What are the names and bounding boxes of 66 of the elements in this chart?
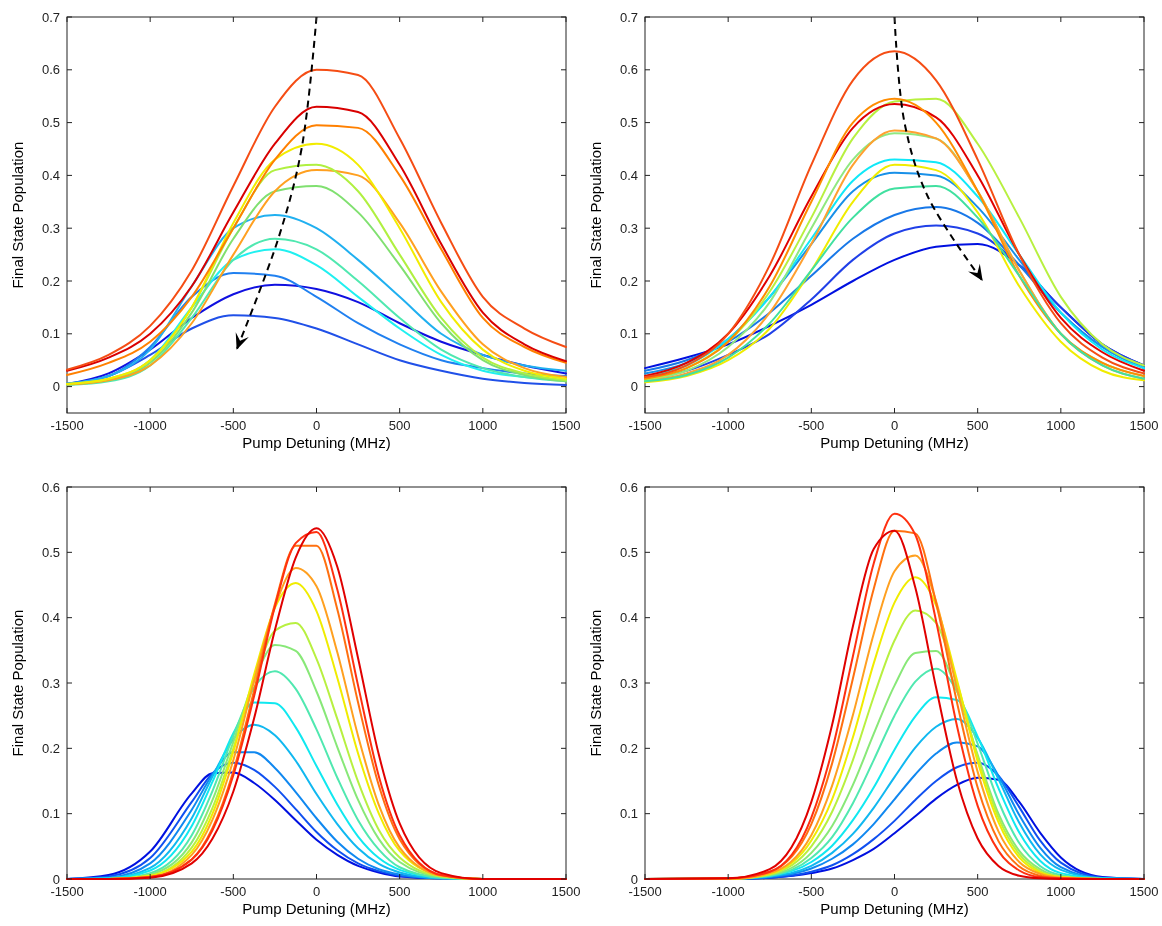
y-tick-label: 0.6 bbox=[41, 479, 60, 495]
y-tick-label: 0 bbox=[630, 871, 638, 887]
y-axis-title: Final State Population bbox=[587, 141, 604, 289]
x-axis-title: Pump Detuning (MHz) bbox=[242, 434, 391, 451]
y-tick-label: 0.3 bbox=[41, 675, 60, 691]
y-tick-label: 0.1 bbox=[619, 326, 638, 342]
y-tick-label: 0.7 bbox=[41, 9, 60, 25]
x-tick-label: -500 bbox=[798, 884, 825, 899]
x-tick-label: -1500 bbox=[50, 418, 84, 433]
x-tick-label: 500 bbox=[388, 418, 411, 433]
y-tick-label: 0.2 bbox=[619, 273, 638, 289]
x-tick-label: 500 bbox=[966, 884, 989, 899]
y-tick-label: 0.5 bbox=[619, 115, 638, 131]
x-tick-label: 1000 bbox=[1046, 884, 1076, 899]
y-tick-label: 0.7 bbox=[619, 9, 638, 25]
y-tick-label: 0.2 bbox=[41, 740, 60, 756]
y-tick-label: 0 bbox=[52, 871, 60, 887]
y-axis-title: Final State Population bbox=[9, 141, 26, 289]
x-tick-label: -1000 bbox=[711, 884, 745, 899]
x-tick-label: 1500 bbox=[1129, 884, 1159, 899]
y-tick-label: 0.1 bbox=[619, 806, 638, 822]
y-tick-label: 0.3 bbox=[41, 220, 60, 236]
y-axis-title: Final State Population bbox=[587, 609, 604, 757]
x-tick-label: 0 bbox=[890, 418, 899, 433]
x-tick-label: -1000 bbox=[133, 884, 167, 899]
y-tick-label: 0.6 bbox=[619, 62, 638, 78]
x-tick-label: -500 bbox=[798, 418, 825, 433]
y-tick-label: 0.4 bbox=[41, 610, 60, 626]
x-axis-title: Pump Detuning (MHz) bbox=[820, 900, 969, 917]
x-tick-label: 0 bbox=[312, 884, 321, 899]
y-tick-label: 0.5 bbox=[41, 544, 60, 560]
y-axis-title: Final State Population bbox=[9, 609, 26, 757]
x-axis-title: Pump Detuning (MHz) bbox=[820, 434, 969, 451]
y-tick-label: 0.5 bbox=[41, 115, 60, 131]
y-tick-label: 0.5 bbox=[619, 544, 638, 560]
x-tick-label: 1000 bbox=[1046, 418, 1076, 433]
x-tick-label: 1000 bbox=[468, 884, 498, 899]
x-tick-label: -500 bbox=[220, 884, 247, 899]
y-tick-label: 0.3 bbox=[619, 675, 638, 691]
y-tick-label: 0.4 bbox=[619, 610, 638, 626]
y-tick-label: 0.2 bbox=[619, 740, 638, 756]
x-tick-label: 0 bbox=[890, 884, 899, 899]
y-tick-label: 0 bbox=[52, 379, 60, 395]
x-tick-label: -1000 bbox=[711, 418, 745, 433]
x-tick-label: -1500 bbox=[628, 884, 662, 899]
x-tick-label: 1500 bbox=[551, 884, 581, 899]
y-tick-label: 0.4 bbox=[619, 167, 638, 183]
y-tick-label: 0.6 bbox=[41, 62, 60, 78]
x-tick-label: 1500 bbox=[551, 418, 581, 433]
x-tick-label: -1500 bbox=[628, 418, 662, 433]
x-tick-label: 500 bbox=[966, 418, 989, 433]
y-tick-label: 0.1 bbox=[41, 326, 60, 342]
x-tick-label: -1000 bbox=[133, 418, 167, 433]
y-tick-label: 0 bbox=[630, 379, 638, 395]
y-tick-label: 0.1 bbox=[41, 806, 60, 822]
y-tick-label: 0.4 bbox=[41, 167, 60, 183]
y-tick-label: 0.3 bbox=[619, 220, 638, 236]
x-tick-label: -500 bbox=[220, 418, 247, 433]
x-tick-label: 1500 bbox=[1129, 418, 1159, 433]
x-tick-label: -1500 bbox=[50, 884, 84, 899]
x-axis-title: Pump Detuning (MHz) bbox=[242, 900, 391, 917]
y-tick-label: 0.6 bbox=[619, 479, 638, 495]
x-tick-label: 500 bbox=[388, 884, 411, 899]
x-tick-label: 1000 bbox=[468, 418, 498, 433]
y-tick-label: 0.2 bbox=[41, 273, 60, 289]
x-tick-label: 0 bbox=[312, 418, 321, 433]
